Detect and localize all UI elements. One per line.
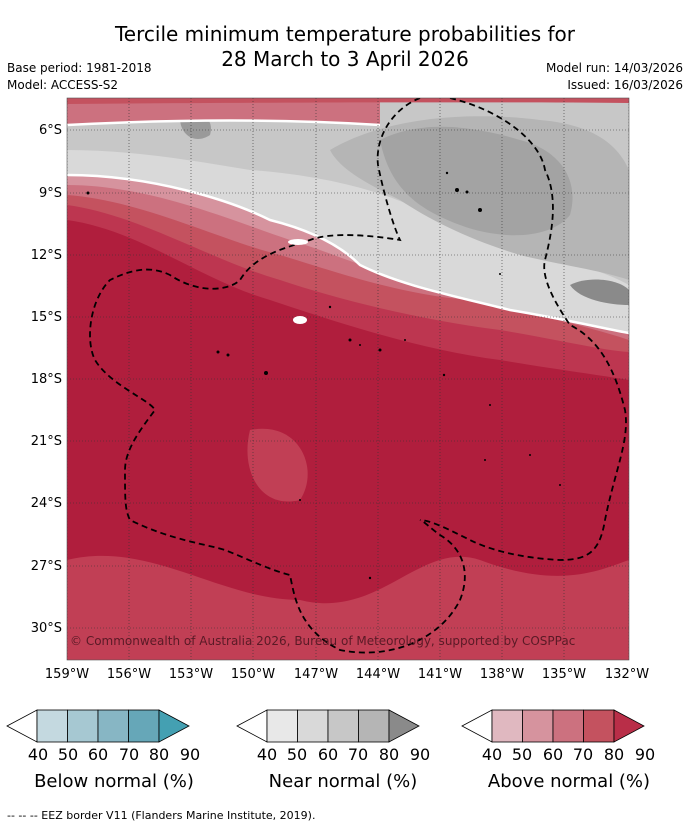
legend-swatch bbox=[522, 709, 554, 743]
legend-swatch bbox=[552, 709, 584, 743]
meta-left: Base period: 1981-2018 Model: ACCESS-S2 bbox=[7, 60, 152, 94]
title-line-2: 28 March to 3 April 2026 bbox=[221, 47, 469, 71]
lat-label: 9°S bbox=[38, 186, 62, 201]
map-frame bbox=[66, 97, 630, 661]
region-above-80-patch bbox=[247, 428, 308, 502]
tercile-boundary-2 bbox=[67, 119, 381, 127]
legend-swatch bbox=[583, 709, 615, 743]
lat-label: 12°S bbox=[30, 248, 62, 263]
legend-extend-high bbox=[613, 709, 645, 743]
legend-above-label: Above normal (%) bbox=[487, 771, 651, 792]
legend-above-normal bbox=[461, 709, 645, 743]
legend-swatch bbox=[358, 709, 390, 743]
legend-tick: 80 bbox=[378, 745, 400, 764]
lon-label: 135°W bbox=[541, 667, 587, 682]
legend-tick: 70 bbox=[118, 745, 140, 764]
lat-label: 21°S bbox=[30, 434, 62, 449]
lat-label: 6°S bbox=[38, 123, 62, 138]
model-name: Model: ACCESS-S2 bbox=[7, 78, 119, 92]
legend-tick: 60 bbox=[542, 745, 564, 764]
lon-label: 156°W bbox=[106, 667, 152, 682]
legend-near-normal bbox=[236, 709, 420, 743]
region-near-80 bbox=[380, 126, 573, 236]
region-above-80-south bbox=[67, 555, 629, 660]
lat-label: 27°S bbox=[30, 559, 62, 574]
copyright-notice: © Commonwealth of Australia 2026, Bureau… bbox=[70, 634, 576, 648]
legend-tick: 60 bbox=[317, 745, 339, 764]
lat-label: 15°S bbox=[30, 310, 62, 325]
legend-swatch bbox=[128, 709, 160, 743]
legend-extend-low bbox=[236, 709, 268, 743]
map-title: Tercile minimum temperature probabilitie… bbox=[0, 22, 690, 72]
legend-tick: 90 bbox=[409, 745, 431, 764]
legend-below-normal bbox=[6, 709, 190, 743]
legend-extend-high bbox=[158, 709, 190, 743]
model-run: Model run: 14/03/2026 bbox=[545, 61, 683, 75]
legend-tick: 40 bbox=[481, 745, 503, 764]
lat-label: 18°S bbox=[30, 372, 62, 387]
lon-label: 159°W bbox=[44, 667, 90, 682]
lon-label: 147°W bbox=[293, 667, 339, 682]
legend-tick: 40 bbox=[27, 745, 49, 764]
legend-tick: 50 bbox=[57, 745, 79, 764]
legend-tick: 70 bbox=[572, 745, 594, 764]
meta-right: Model run: 14/03/2026 Issued: 16/03/2026 bbox=[546, 60, 683, 94]
region-above-top bbox=[67, 98, 380, 125]
title-line-1: Tercile minimum temperature probabilitie… bbox=[114, 22, 576, 46]
legend-tick: 70 bbox=[347, 745, 369, 764]
lon-label: 141°W bbox=[417, 667, 463, 682]
legend-tick: 80 bbox=[603, 745, 625, 764]
legend-tick: 90 bbox=[179, 745, 201, 764]
islands bbox=[86, 171, 561, 580]
legend-swatch bbox=[297, 709, 329, 743]
legend-tick: 80 bbox=[148, 745, 170, 764]
lon-label: 144°W bbox=[355, 667, 401, 682]
region-near-90-east bbox=[570, 279, 629, 305]
legend-below-label: Below normal (%) bbox=[34, 771, 194, 792]
legend-swatch bbox=[327, 709, 359, 743]
eez-borders bbox=[89, 98, 627, 654]
island-white-2 bbox=[288, 239, 308, 245]
probability-map bbox=[66, 97, 630, 661]
legend-extend-high bbox=[388, 709, 420, 743]
legend-tick: 50 bbox=[286, 745, 308, 764]
base-period: Base period: 1981-2018 bbox=[7, 61, 152, 75]
lat-label: 24°S bbox=[30, 496, 62, 511]
legend-swatch bbox=[36, 709, 68, 743]
legend-tick: 50 bbox=[511, 745, 533, 764]
legend-extend-low bbox=[6, 709, 38, 743]
legend-extend-low bbox=[461, 709, 493, 743]
legend-tick: 90 bbox=[634, 745, 656, 764]
gridlines bbox=[67, 98, 629, 660]
map-fill bbox=[67, 98, 629, 660]
lon-label: 153°W bbox=[168, 667, 214, 682]
legend-swatch bbox=[491, 709, 523, 743]
lon-label: 150°W bbox=[230, 667, 276, 682]
lon-label: 138°W bbox=[479, 667, 525, 682]
legend-colorbars bbox=[6, 709, 645, 743]
region-above-top-strong bbox=[67, 98, 629, 104]
issued-date: Issued: 16/03/2026 bbox=[567, 78, 683, 92]
legend-swatch bbox=[266, 709, 298, 743]
lat-label: 30°S bbox=[30, 621, 62, 636]
legend-swatch bbox=[97, 709, 129, 743]
island-white-1 bbox=[293, 316, 307, 324]
tercile-boundary-1 bbox=[67, 173, 629, 335]
legend-swatch bbox=[67, 709, 99, 743]
eez-footnote: -- -- -- EEZ border V11 (Flanders Marine… bbox=[7, 809, 316, 822]
lon-label: 132°W bbox=[604, 667, 650, 682]
legend-tick: 40 bbox=[256, 745, 278, 764]
legend-near-label: Near normal (%) bbox=[268, 771, 418, 792]
legend-tick: 60 bbox=[87, 745, 109, 764]
